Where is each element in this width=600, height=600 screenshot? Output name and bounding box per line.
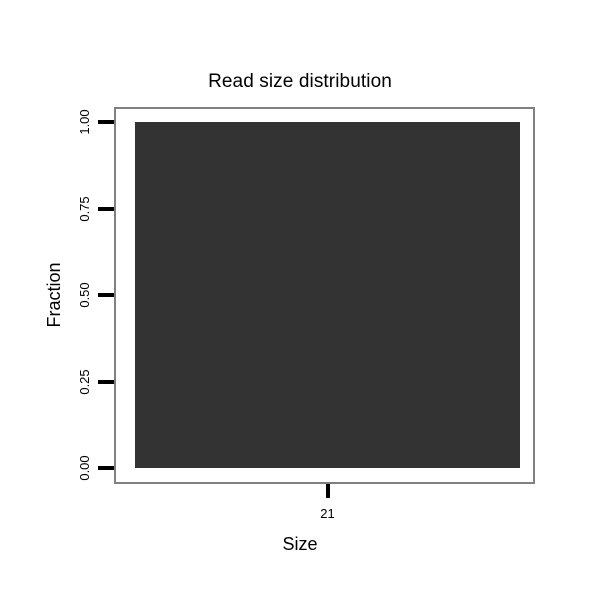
x-axis-title: Size	[282, 534, 318, 554]
bar	[135, 122, 520, 468]
y-axis-tick	[98, 466, 114, 470]
y-axis-tick-label: 0.50	[77, 282, 92, 308]
y-axis-tick	[98, 293, 114, 297]
chart-title: Read size distribution	[208, 71, 392, 92]
y-axis-tick-label: 0.25	[77, 368, 92, 395]
y-axis-tick	[98, 379, 114, 384]
x-axis-tick	[325, 484, 330, 498]
y-axis-tick-label: 0.00	[77, 455, 92, 481]
y-axis-title: Fraction	[44, 262, 64, 328]
y-axis-tick-label: 1.00	[77, 109, 92, 135]
y-axis-tick-label: 0.75	[77, 195, 92, 222]
x-axis-tick-label: 21	[320, 506, 335, 521]
y-axis-tick	[98, 206, 114, 211]
y-axis-tick	[98, 120, 114, 124]
plot-bars-area	[135, 122, 520, 468]
